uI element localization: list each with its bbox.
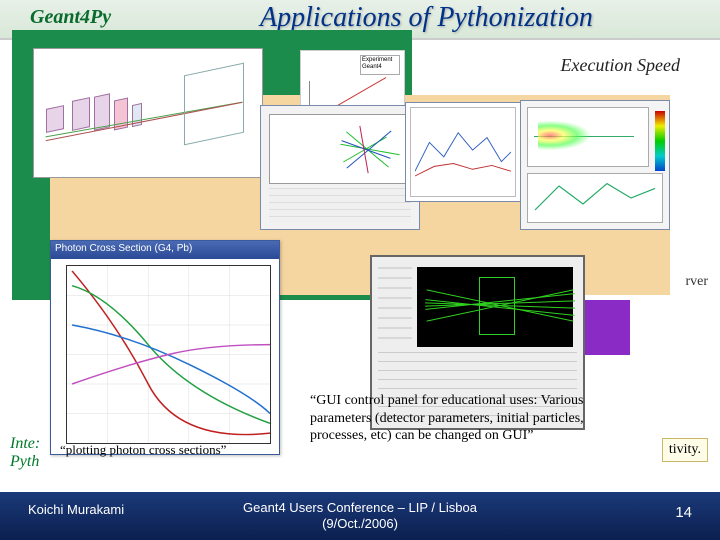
inte-line1: Inte: <box>10 435 40 452</box>
gui-caption: “GUI control panel for educational uses:… <box>310 392 630 445</box>
chart-titlebar: Photon Cross Section (G4, Pb) <box>51 241 279 259</box>
footer-center: Geant4 Users Conference – LIP / Lisboa (… <box>0 500 720 531</box>
logo-text: Geant4Py <box>30 6 111 29</box>
legend-item: Experiment <box>362 57 398 64</box>
footer-conf: Geant4 Users Conference – LIP / Lisboa <box>0 500 720 516</box>
chart-caption: “plotting photon cross sections” <box>60 442 226 458</box>
tivity-fragment: tivity. <box>662 438 708 462</box>
footer-date: (9/Oct./2006) <box>0 516 720 532</box>
colorbar-icon <box>655 111 665 171</box>
footer-page-number: 14 <box>675 504 692 521</box>
chart-area <box>66 265 271 444</box>
gui-window-spectrum-2 <box>520 100 670 230</box>
mini-plot-legend: Experiment Geant4 <box>360 55 400 75</box>
cross-section-chart: Photon Cross Section (G4, Pb) <box>50 240 280 455</box>
detector-render <box>33 48 263 178</box>
server-text-fragment: rver <box>685 274 708 290</box>
inte-text-fragment: Inte: Pyth <box>10 435 40 471</box>
footer: Koichi Murakami Geant4 Users Conference … <box>0 492 720 540</box>
gui-edu-render <box>417 267 573 347</box>
legend-item: Geant4 <box>362 64 398 71</box>
gui-window-events <box>260 105 420 230</box>
exec-speed-label: Execution Speed <box>561 55 680 76</box>
inte-line2: Pyth <box>10 453 39 470</box>
slide: Geant4Py Applications of Pythonization E… <box>0 0 720 540</box>
gui-window-spectrum-1 <box>405 102 535 202</box>
